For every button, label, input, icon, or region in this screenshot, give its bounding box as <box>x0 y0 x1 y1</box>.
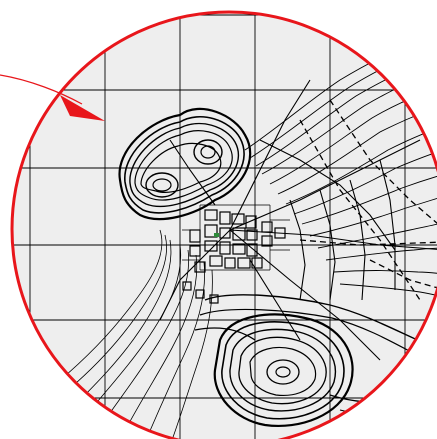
coastline-contours <box>57 229 213 439</box>
dashed-boundaries <box>299 99 437 301</box>
town-blocks <box>182 209 286 304</box>
mountain-contours-north <box>118 107 252 221</box>
arrow-icon <box>0 74 105 121</box>
street-grid <box>182 204 290 271</box>
highlight-feature <box>214 233 219 237</box>
magnifier-frame <box>10 10 437 439</box>
map-background <box>12 12 437 439</box>
